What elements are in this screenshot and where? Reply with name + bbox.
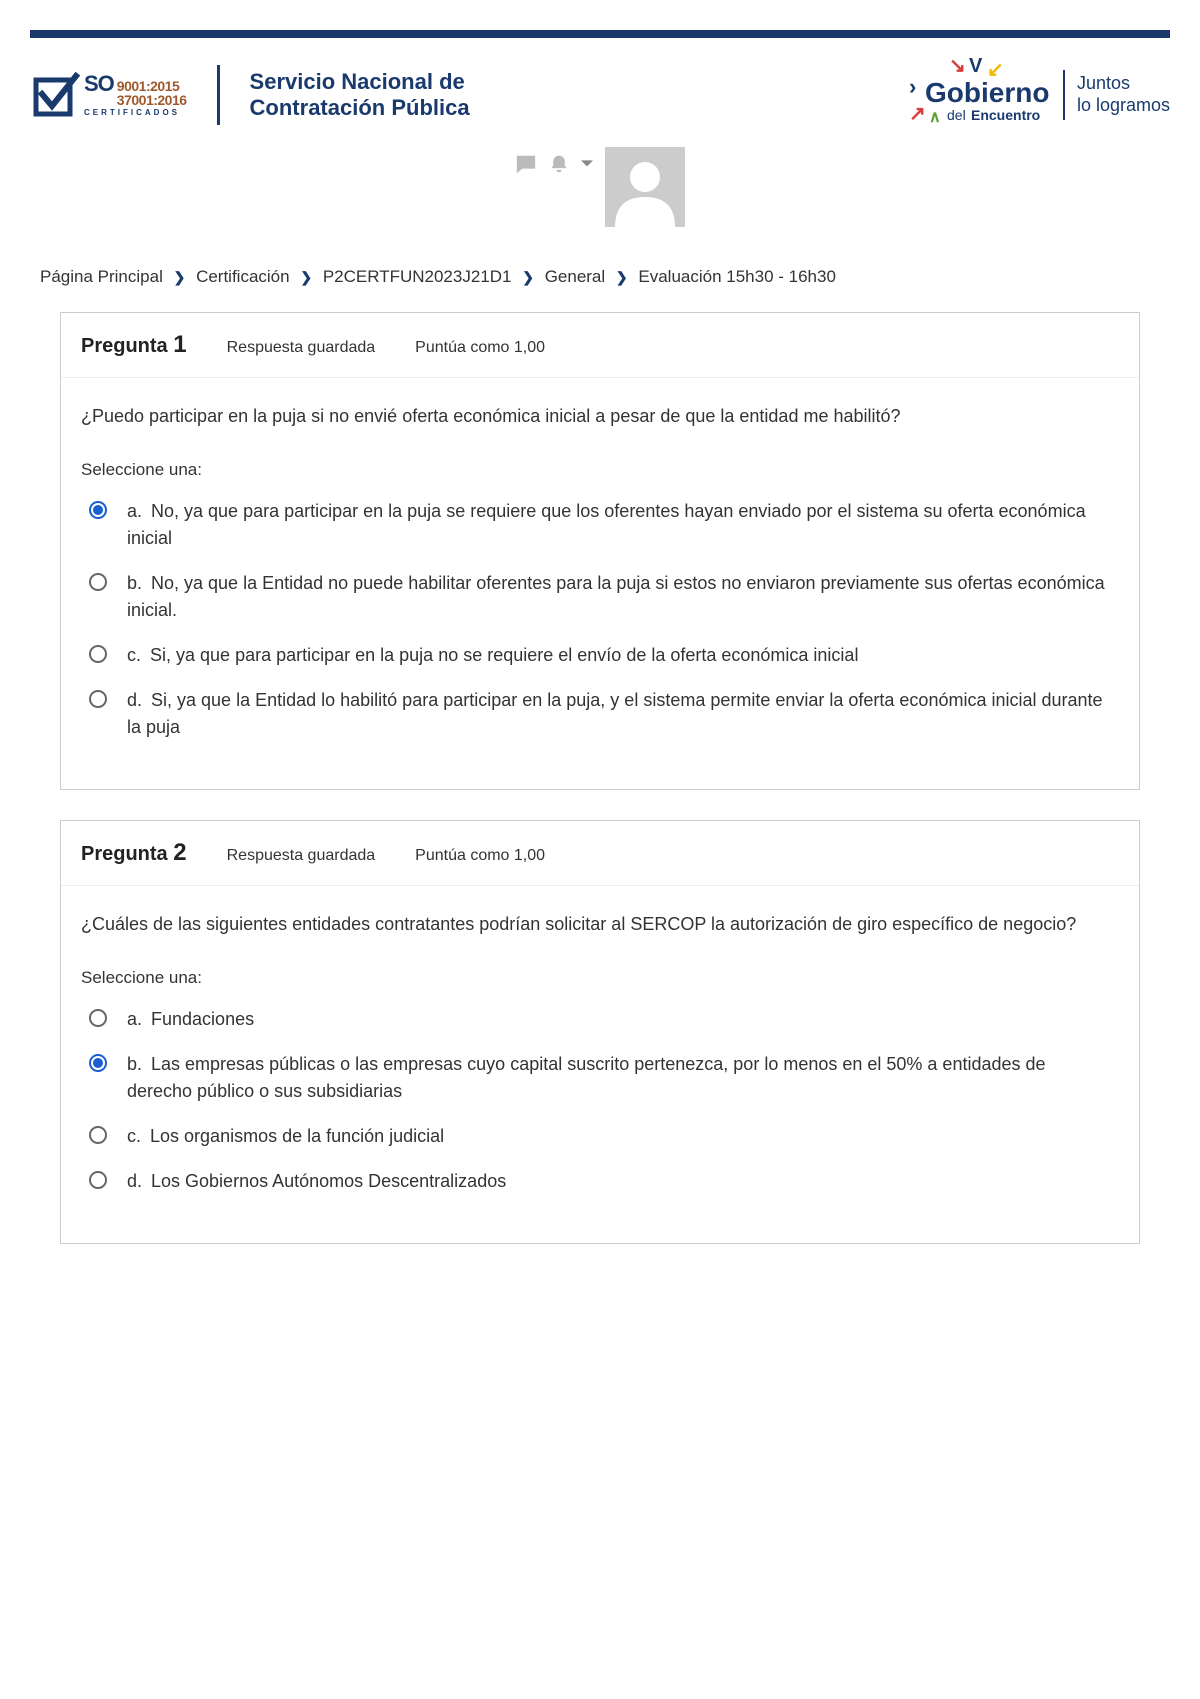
breadcrumb-sep-icon: ❯: [300, 269, 312, 286]
slogan-line2: lo logramos: [1077, 95, 1170, 117]
answer-option[interactable]: d. Si, ya que la Entidad lo habilitó par…: [81, 687, 1119, 741]
answer-option[interactable]: d. Los Gobiernos Autónomos Descentraliza…: [81, 1168, 1119, 1195]
page-header: SO 9001:2015 37001:2016 CERTIFICADOS Ser…: [0, 38, 1200, 142]
iso-check-icon: [30, 70, 80, 120]
svg-text:↘: ↘: [949, 58, 966, 77]
question-prompt: Seleccione una:: [81, 968, 1119, 988]
breadcrumb-sep-icon: ❯: [174, 269, 186, 286]
radio-button[interactable]: [89, 1054, 107, 1072]
radio-button[interactable]: [89, 1126, 107, 1144]
radio-button[interactable]: [89, 690, 107, 708]
service-title-line1: Servicio Nacional de: [250, 69, 871, 95]
option-text: d. Los Gobiernos Autónomos Descentraliza…: [127, 1168, 516, 1195]
option-text: a. Fundaciones: [127, 1006, 264, 1033]
radio-button[interactable]: [89, 645, 107, 663]
question-box: Pregunta 2 Respuesta guardada Puntúa como …: [60, 820, 1140, 1244]
user-avatar[interactable]: [605, 147, 685, 227]
svg-text:↗: ↗: [909, 103, 926, 125]
option-text: c. Los organismos de la función judicial: [127, 1123, 454, 1150]
radio-button[interactable]: [89, 1171, 107, 1189]
gobierno-arrows-icon: ↘ V ↙ › Gobierno ↗ ∧ del Encuentro: [891, 58, 1051, 132]
breadcrumb-sep-icon: ❯: [616, 269, 628, 286]
svg-text:V: V: [969, 58, 983, 77]
iso-logo: SO 9001:2015 37001:2016 CERTIFICADOS: [30, 70, 187, 120]
gobierno-logo: ↘ V ↙ › Gobierno ↗ ∧ del Encuentro Junto…: [891, 58, 1170, 132]
iso-certificados-label: CERTIFICADOS: [84, 109, 187, 117]
question-points: Puntúa como 1,00: [415, 847, 545, 865]
question-body: ¿Puedo participar en la puja si no envié…: [61, 378, 1139, 789]
option-text: a. No, ya que para participar en la puja…: [127, 498, 1119, 552]
answer-option[interactable]: b. No, ya que la Entidad no puede habili…: [81, 570, 1119, 624]
header-divider-2: [1063, 70, 1065, 120]
service-title: Servicio Nacional de Contratación Públic…: [250, 69, 871, 122]
notifications-icon[interactable]: [549, 154, 569, 174]
avatar-placeholder-icon: [605, 147, 685, 227]
option-text: c. Si, ya que para participar en la puja…: [127, 642, 868, 669]
question-text: ¿Puedo participar en la puja si no envié…: [81, 403, 1119, 430]
svg-text:Encuentro: Encuentro: [971, 107, 1040, 123]
header-divider-1: [217, 65, 220, 125]
top-accent-bar: [30, 30, 1170, 38]
gobierno-slogan: Juntos lo logramos: [1077, 73, 1170, 116]
svg-text:›: ›: [909, 74, 916, 99]
svg-text:del: del: [947, 107, 966, 123]
question-box: Pregunta 1 Respuesta guardada Puntúa como …: [60, 312, 1140, 790]
service-title-line2: Contratación Pública: [250, 95, 871, 121]
svg-text:∧: ∧: [929, 109, 941, 126]
radio-button[interactable]: [89, 573, 107, 591]
slogan-line1: Juntos: [1077, 73, 1170, 95]
option-text: b. Las empresas públicas o las empresas …: [127, 1051, 1119, 1105]
dropdown-caret-icon[interactable]: [581, 158, 593, 170]
iso-so-label: SO: [84, 73, 114, 95]
question-prompt: Seleccione una:: [81, 460, 1119, 480]
user-bar: [0, 142, 1200, 257]
messages-icon[interactable]: [515, 153, 537, 175]
option-text: b. No, ya que la Entidad no puede habili…: [127, 570, 1119, 624]
radio-button[interactable]: [89, 501, 107, 519]
question-status: Respuesta guardada: [227, 847, 376, 865]
question-text: ¿Cuáles de las siguientes entidades cont…: [81, 911, 1119, 938]
question-title: Pregunta 1: [81, 331, 187, 359]
question-points: Puntúa como 1,00: [415, 339, 545, 357]
question-title: Pregunta 2: [81, 839, 187, 867]
breadcrumb-item-course[interactable]: P2CERTFUN2023J21D1: [323, 267, 512, 286]
question-header: Pregunta 1 Respuesta guardada Puntúa como …: [61, 313, 1139, 378]
breadcrumb-sep-icon: ❯: [522, 269, 534, 286]
answer-option[interactable]: c. Si, ya que para participar en la puja…: [81, 642, 1119, 669]
svg-text:Gobierno: Gobierno: [925, 77, 1049, 108]
iso-cert-9001: 9001:2015: [117, 79, 187, 93]
option-text: d. Si, ya que la Entidad lo habilitó par…: [127, 687, 1119, 741]
answer-option[interactable]: a. No, ya que para participar en la puja…: [81, 498, 1119, 552]
answer-option[interactable]: c. Los organismos de la función judicial: [81, 1123, 1119, 1150]
question-body: ¿Cuáles de las siguientes entidades cont…: [61, 886, 1139, 1243]
question-status: Respuesta guardada: [227, 339, 376, 357]
breadcrumb-item-cert[interactable]: Certificación: [196, 267, 290, 286]
breadcrumb-item-home[interactable]: Página Principal: [40, 267, 163, 286]
radio-button[interactable]: [89, 1009, 107, 1027]
breadcrumb-item-general[interactable]: General: [545, 267, 605, 286]
question-header: Pregunta 2 Respuesta guardada Puntúa como …: [61, 821, 1139, 886]
iso-cert-37001: 37001:2016: [117, 93, 187, 107]
answer-option[interactable]: b. Las empresas públicas o las empresas …: [81, 1051, 1119, 1105]
breadcrumb-item-eval[interactable]: Evaluación 15h30 - 16h30: [638, 267, 836, 286]
breadcrumb: Página Principal ❯ Certificación ❯ P2CER…: [0, 257, 1200, 312]
answer-option[interactable]: a. Fundaciones: [81, 1006, 1119, 1033]
